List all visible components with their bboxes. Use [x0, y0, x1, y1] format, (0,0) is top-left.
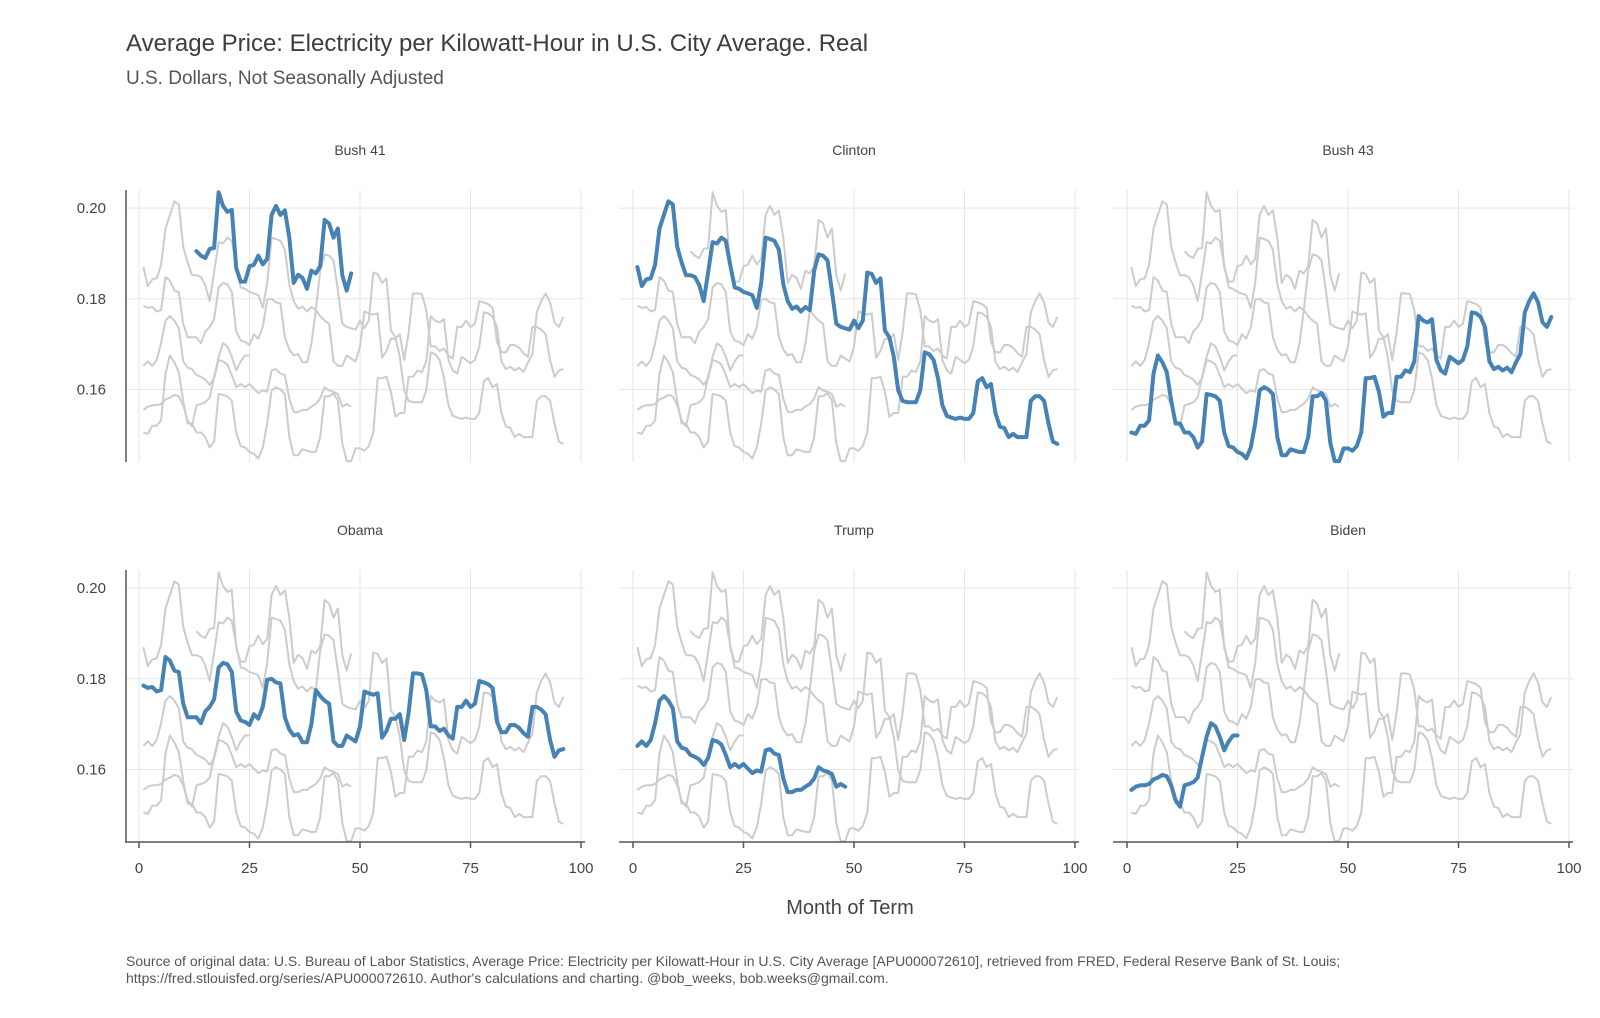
highlight-series-line-bush-43 — [1129, 291, 1554, 464]
y-tick-label: 0.16 — [77, 761, 106, 778]
background-series-line-trump — [1130, 315, 1340, 414]
y-tick-label: 0.18 — [77, 291, 106, 308]
background-series-line-biden — [636, 722, 744, 808]
facet-label-obama: Obama — [337, 522, 383, 538]
background-series-line-bush-41 — [1183, 191, 1341, 292]
background-series-line-bush-41 — [195, 571, 353, 672]
background-series-line-biden — [142, 722, 250, 808]
facet-panel-obama: Obama — [125, 522, 585, 843]
x-tick-label: 50 — [352, 860, 369, 877]
x-tick-label: 0 — [1123, 860, 1131, 877]
x-tick-label: 50 — [1340, 860, 1357, 877]
background-series-line-clinton — [1130, 580, 1552, 825]
background-series-line-obama — [1130, 656, 1552, 758]
background-series-line-bush-43 — [143, 292, 565, 463]
highlight-series-line-biden — [1129, 721, 1240, 809]
x-tick-label: 100 — [1556, 860, 1581, 877]
background-series-line-clinton — [636, 580, 1058, 825]
chart-title: Average Price: Electricity per Kilowatt-… — [126, 30, 869, 57]
facet-panel-clinton: Clinton — [619, 142, 1079, 463]
facet-label-clinton: Clinton — [832, 142, 876, 158]
x-tick-label: 75 — [956, 860, 973, 877]
chart-caption: Source of original data: U.S. Bureau of … — [126, 953, 1341, 986]
background-series-line-bush-41 — [689, 571, 847, 672]
x-tick-label: 0 — [135, 860, 143, 877]
background-series-line-bush-43 — [637, 672, 1059, 843]
background-series-line-obama — [636, 656, 1058, 758]
y-tick-label: 0.20 — [77, 200, 106, 217]
x-tick-label: 75 — [462, 860, 479, 877]
background-series-line-trump — [142, 315, 352, 414]
facet-panel-bush-43: Bush 43 — [1113, 142, 1573, 464]
facet-label-biden: Biden — [1330, 522, 1366, 538]
background-series-line-obama — [1130, 276, 1552, 378]
facet-label-trump: Trump — [834, 522, 874, 538]
background-series-line-bush-43 — [637, 292, 1059, 463]
background-series-line-clinton — [1130, 200, 1552, 445]
chart-subtitle: U.S. Dollars, Not Seasonally Adjusted — [126, 68, 444, 89]
highlight-series-line-bush-41 — [194, 190, 354, 293]
x-tick-label: 0 — [629, 860, 637, 877]
background-series-line-bush-41 — [689, 191, 847, 292]
background-series-line-bush-43 — [1131, 672, 1553, 843]
x-tick-label: 25 — [241, 860, 258, 877]
facet-panel-biden: Biden — [1113, 522, 1573, 843]
facet-label-bush-43: Bush 43 — [1322, 142, 1374, 158]
background-series-line-trump — [142, 695, 352, 794]
x-tick-label: 50 — [846, 860, 863, 877]
x-tick-label: 25 — [735, 860, 752, 877]
x-tick-label: 100 — [568, 860, 593, 877]
background-series-line-biden — [142, 342, 250, 428]
facet-panel-bush-41: Bush 41 — [125, 142, 585, 463]
x-axis-title: Month of Term — [786, 897, 913, 919]
x-tick-label: 100 — [1062, 860, 1087, 877]
background-series-line-clinton — [142, 200, 564, 445]
background-series-line-obama — [636, 276, 1058, 378]
x-tick-label: 75 — [1450, 860, 1467, 877]
background-series-line-clinton — [142, 580, 564, 825]
facet-label-bush-41: Bush 41 — [334, 142, 386, 158]
highlight-series-line-obama — [141, 655, 566, 759]
background-series-line-bush-41 — [1183, 571, 1341, 672]
facet-panel-trump: Trump — [619, 522, 1079, 843]
background-series-line-bush-43 — [143, 672, 565, 843]
x-tick-label: 25 — [1229, 860, 1246, 877]
background-series-line-trump — [636, 315, 846, 414]
background-series-line-trump — [1130, 695, 1340, 794]
background-series-line-biden — [636, 342, 744, 428]
y-tick-label: 0.18 — [77, 671, 106, 688]
highlight-series-line-clinton — [635, 199, 1060, 446]
background-series-line-obama — [142, 276, 564, 378]
y-tick-label: 0.16 — [77, 381, 106, 398]
y-tick-label: 0.20 — [77, 580, 106, 597]
highlight-series-line-trump — [635, 694, 848, 795]
